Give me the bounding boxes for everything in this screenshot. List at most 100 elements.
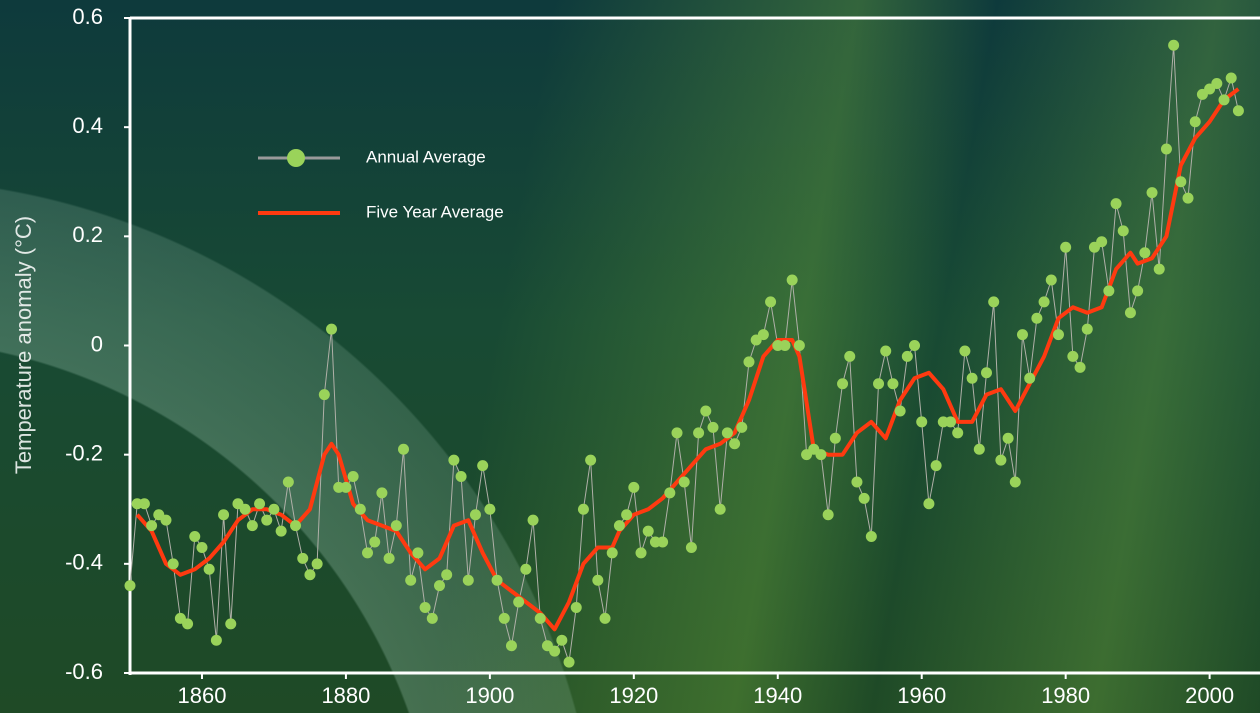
annual-point (355, 504, 366, 515)
annual-point (189, 531, 200, 542)
annual-point (859, 493, 870, 504)
x-tick-label: 1860 (177, 683, 226, 708)
annual-point (391, 520, 402, 531)
annual-point (787, 275, 798, 286)
annual-point (1190, 116, 1201, 127)
annual-point (528, 515, 539, 526)
annual-point (815, 449, 826, 460)
annual-point (160, 515, 171, 526)
annual-point (384, 553, 395, 564)
annual-point (600, 613, 611, 624)
annual-point (1161, 144, 1172, 155)
annual-point (866, 531, 877, 542)
x-tick-label: 2000 (1185, 683, 1234, 708)
annual-point (520, 564, 531, 575)
annual-point (204, 564, 215, 575)
annual-point (722, 427, 733, 438)
annual-point (376, 487, 387, 498)
annual-point (729, 438, 740, 449)
annual-point (1175, 176, 1186, 187)
annual-point (794, 340, 805, 351)
annual-point (672, 427, 683, 438)
legend-label: Annual Average (366, 147, 486, 166)
annual-point (1183, 193, 1194, 204)
annual-point (1219, 94, 1230, 105)
x-tick-label: 1980 (1041, 683, 1090, 708)
annual-point (362, 547, 373, 558)
annual-point (1211, 78, 1222, 89)
annual-point (247, 520, 258, 531)
annual-point (715, 504, 726, 515)
annual-point (700, 406, 711, 417)
annual-point (434, 580, 445, 591)
annual-point (405, 575, 416, 586)
annual-point (297, 553, 308, 564)
annual-point (909, 340, 920, 351)
y-axis-label: Temperature anomaly (°C) (11, 216, 36, 474)
annual-point (470, 509, 481, 520)
annual-point (254, 498, 265, 509)
annual-point (707, 422, 718, 433)
annual-point (736, 422, 747, 433)
annual-point (240, 504, 251, 515)
annual-point (988, 296, 999, 307)
annual-point (499, 613, 510, 624)
y-tick-label: 0.2 (72, 222, 103, 247)
annual-point (1075, 362, 1086, 373)
x-tick-label: 1900 (465, 683, 514, 708)
annual-point (340, 482, 351, 493)
y-tick-label: -0.6 (65, 659, 103, 684)
annual-point (765, 296, 776, 307)
annual-point (1168, 40, 1179, 51)
annual-point (621, 509, 632, 520)
annual-point (830, 433, 841, 444)
annual-point (743, 356, 754, 367)
x-tick-label: 1960 (897, 683, 946, 708)
annual-point (319, 389, 330, 400)
annual-point (535, 613, 546, 624)
annual-point (887, 378, 898, 389)
annual-point (837, 378, 848, 389)
annual-point (427, 613, 438, 624)
annual-point (693, 427, 704, 438)
annual-point (643, 526, 654, 537)
annual-point (974, 444, 985, 455)
annual-point (614, 520, 625, 531)
annual-point (304, 569, 315, 580)
legend-label: Five Year Average (366, 202, 504, 221)
annual-point (873, 378, 884, 389)
annual-point (456, 471, 467, 482)
legend-marker (287, 149, 305, 167)
annual-point (1233, 105, 1244, 116)
annual-point (1125, 307, 1136, 318)
annual-point (1132, 285, 1143, 296)
annual-point (1024, 373, 1035, 384)
annual-point (1103, 285, 1114, 296)
annual-point (1118, 225, 1129, 236)
annual-point (420, 602, 431, 613)
annual-point (276, 526, 287, 537)
y-tick-label: 0 (91, 331, 103, 356)
annual-point (902, 351, 913, 362)
annual-point (146, 520, 157, 531)
annual-point (1067, 351, 1078, 362)
annual-point (326, 324, 337, 335)
y-tick-label: 0.4 (72, 113, 103, 138)
annual-point (1096, 236, 1107, 247)
annual-point (492, 575, 503, 586)
annual-point (923, 498, 934, 509)
annual-point (398, 444, 409, 455)
annual-point (196, 542, 207, 553)
annual-point (1154, 264, 1165, 275)
annual-point (1046, 275, 1057, 286)
annual-point (851, 476, 862, 487)
annual-point (168, 558, 179, 569)
annual-point (758, 329, 769, 340)
annual-point (1226, 73, 1237, 84)
annual-point (657, 537, 668, 548)
annual-point (513, 597, 524, 608)
annual-point (211, 635, 222, 646)
annual-point (441, 569, 452, 580)
annual-point (290, 520, 301, 531)
y-tick-label: -0.2 (65, 440, 103, 465)
